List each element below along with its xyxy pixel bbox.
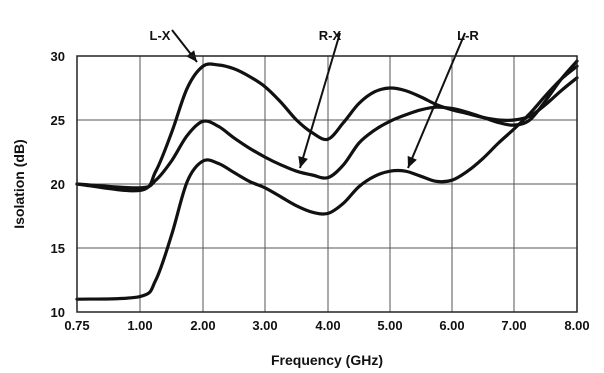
x-tick-label: 8.00 xyxy=(564,318,589,333)
y-axis-label: Isolation (dB) xyxy=(11,139,27,228)
y-tick-label: 30 xyxy=(51,49,65,64)
x-axis-label: Frequency (GHz) xyxy=(271,352,383,368)
plot-frame xyxy=(76,55,578,313)
x-tick-label: 3.00 xyxy=(252,318,277,333)
x-tick-label: 0.75 xyxy=(64,318,89,333)
arrowhead-icon xyxy=(298,156,308,168)
series-line-r-x xyxy=(75,59,579,190)
annotation-pointer xyxy=(407,32,466,169)
x-tick-label: 5.00 xyxy=(377,318,402,333)
y-tick-label: 10 xyxy=(51,305,65,320)
annotation-l-x: L-X xyxy=(150,28,171,43)
tick-label-layer: 0.75 1.00 2.00 3.00 4.00 5.00 6.00 7.00 8.00 10 15… xyxy=(51,49,590,333)
x-tick-label: 4.00 xyxy=(315,318,340,333)
x-tick-label: 7.00 xyxy=(501,318,526,333)
x-tick-label: 1.00 xyxy=(127,318,152,333)
series-layer xyxy=(75,59,579,301)
x-tick-label: 2.00 xyxy=(190,318,215,333)
annotation-l-r: L-R xyxy=(457,28,479,43)
series-line-l-r xyxy=(75,64,579,301)
series-line-l-x xyxy=(75,62,579,193)
annotation-layer: L-X R-X L-R xyxy=(150,28,480,43)
annotation-r-x: R-X xyxy=(319,28,342,43)
x-tick-label: 6.00 xyxy=(439,318,464,333)
y-tick-label: 20 xyxy=(51,177,65,192)
annotation-pointer xyxy=(299,32,341,169)
arrowhead-icon xyxy=(407,155,417,168)
pointer-layer xyxy=(171,29,466,169)
y-tick-label: 25 xyxy=(51,113,65,128)
y-tick-label: 15 xyxy=(51,241,65,256)
